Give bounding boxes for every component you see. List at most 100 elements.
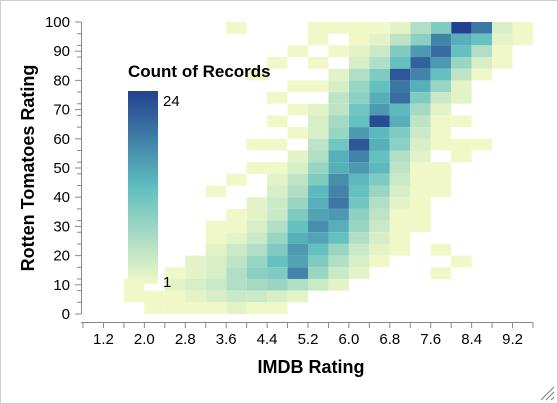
heatmap-cell [246, 267, 268, 279]
x-tick-label: 4.4 [257, 331, 278, 348]
heatmap-cell [369, 232, 390, 244]
heatmap-cell [267, 197, 288, 209]
heatmap-cell [267, 302, 288, 314]
y-tick-label: 40 [53, 189, 70, 206]
heatmap-cell [389, 232, 411, 244]
legend-title: Count of Records [128, 62, 271, 81]
heatmap-cell [348, 267, 370, 279]
heatmap-cell [451, 45, 472, 58]
heatmap-cell [471, 33, 493, 46]
heatmap-cell [205, 255, 227, 268]
heatmap-cell [287, 127, 308, 139]
heatmap-cell [328, 162, 349, 174]
heatmap-cell [328, 220, 349, 233]
heatmap-cell [267, 138, 288, 151]
heatmap-cell [287, 173, 308, 186]
heatmap-cell [512, 22, 533, 34]
heatmap-cell [328, 92, 349, 104]
heatmap-cell [430, 138, 452, 151]
heatmap-cell [348, 68, 370, 81]
heatmap-cell [410, 138, 431, 151]
heatmap-cell [246, 138, 268, 151]
x-tick-label: 6.8 [379, 331, 400, 348]
heatmap-cell [287, 267, 308, 279]
heatmap-cell [267, 185, 288, 198]
heatmap-cell [287, 290, 308, 303]
heatmap-cell [328, 80, 349, 93]
heatmap-cell [492, 22, 513, 34]
heatmap-cell [328, 173, 349, 186]
y-tick-label: 70 [53, 102, 70, 119]
heatmap-cell [430, 68, 452, 81]
y-tick-label: 30 [53, 218, 70, 235]
heatmap-cell [410, 197, 431, 209]
heatmap-cell [369, 173, 390, 186]
heatmap-cell [348, 115, 370, 128]
heatmap-cell [389, 45, 411, 58]
heatmap-cell [185, 290, 206, 303]
heatmap-cell [369, 243, 390, 256]
heatmap-cell [389, 173, 411, 186]
heatmap-cell [389, 197, 411, 209]
heatmap-cell [430, 80, 452, 93]
heatmap-cell [492, 33, 513, 46]
heatmap-cell [389, 92, 411, 104]
heatmap-cell [348, 92, 370, 104]
heatmap-cell [328, 103, 349, 116]
heatmap-cell [308, 232, 329, 244]
heatmap-cell [287, 208, 308, 221]
heatmap-cell [389, 220, 411, 233]
heatmap-cell [389, 138, 411, 151]
heatmap-cell [451, 138, 472, 151]
heatmap-cell [328, 45, 349, 58]
heatmap-cell [348, 220, 370, 233]
heatmap-cell [512, 33, 533, 46]
heatmap-cell [226, 278, 247, 291]
heatmap-cell [369, 68, 390, 81]
heatmap-cell [123, 278, 145, 291]
heatmap-cell [185, 267, 206, 279]
x-tick-label: 6.0 [338, 331, 359, 348]
heatmap-cell [246, 208, 268, 221]
heatmap-cell [389, 80, 411, 93]
heatmap-cell [410, 173, 431, 186]
heatmap-cell [328, 127, 349, 139]
heatmap-cell [308, 267, 329, 279]
heatmap-cell [410, 150, 431, 163]
heatmap-cell [348, 197, 370, 209]
heatmap-cell [389, 127, 411, 139]
heatmap-cell [267, 255, 288, 268]
heatmap-cell [410, 57, 431, 69]
heatmap-cell [369, 220, 390, 233]
x-tick-label: 1.2 [93, 331, 114, 348]
x-axis-ticks: 1.2 2.0 2.8 3.6 4.4 5.2 6.0 6.8 7.6 8.4 9.2 [82, 323, 534, 348]
heatmap-cell [348, 45, 370, 58]
heatmap-cell [348, 127, 370, 139]
resize-grip-icon[interactable] [537, 383, 555, 401]
heatmap-cell [226, 302, 247, 314]
heatmap-cell [287, 232, 308, 244]
heatmap-cell [308, 57, 329, 69]
heatmap-cell [430, 22, 452, 34]
heatmap-cell [308, 22, 329, 34]
heatmap-cell [308, 127, 329, 139]
heatmap-cell [369, 162, 390, 174]
heatmap-cell [328, 22, 349, 34]
heatmap-cell [308, 80, 329, 93]
heatmap-cell [308, 185, 329, 198]
heatmap-cell [308, 115, 329, 128]
heatmap-cell [205, 243, 227, 256]
heatmap-cell [226, 220, 247, 233]
heatmap-cell [267, 232, 288, 244]
x-tick-label: 7.6 [420, 331, 441, 348]
heatmap-cell [389, 243, 411, 256]
heatmap-cell [328, 255, 349, 268]
heatmap-cell [226, 232, 247, 244]
heatmap-cell [451, 68, 472, 81]
heatmap-cell [267, 267, 288, 279]
legend-max-label: 24 [163, 93, 180, 110]
heatmap-cell [205, 267, 227, 279]
y-tick-label: 0 [62, 306, 70, 323]
heatmap-cell [410, 68, 431, 81]
heatmap-cell [328, 208, 349, 221]
